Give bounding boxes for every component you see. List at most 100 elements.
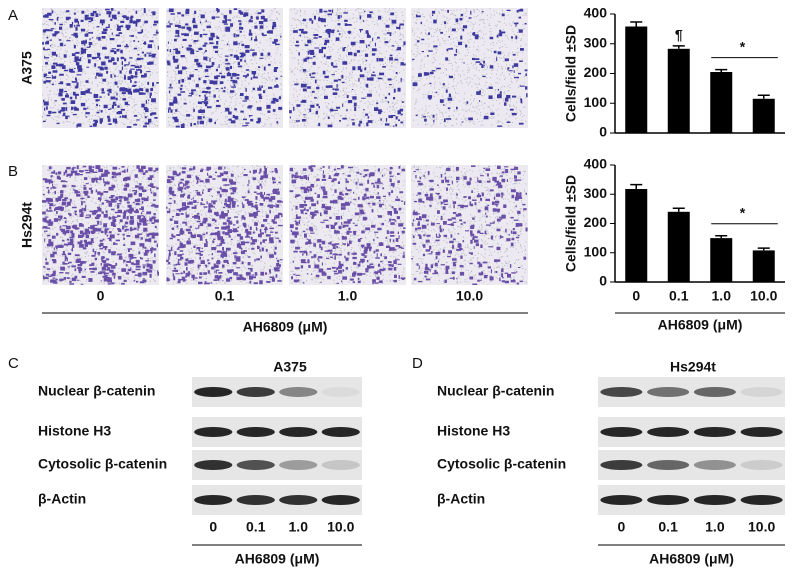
band [647, 427, 690, 437]
bar [667, 48, 690, 134]
band [740, 460, 783, 470]
x-tick-label: 1.0 [705, 519, 725, 535]
annotation: * [740, 38, 746, 54]
band [693, 495, 736, 505]
bar [625, 188, 648, 282]
error-bar [757, 247, 770, 251]
cells [412, 8, 528, 127]
band [600, 427, 643, 437]
y-axis-label: Cells/field ±SD [563, 25, 579, 122]
cells [411, 165, 528, 285]
band [194, 427, 233, 437]
x-tick-label: 10.0 [327, 519, 354, 535]
pores [289, 165, 405, 284]
band [321, 495, 360, 505]
error-bar [630, 183, 643, 189]
panel-label: D [412, 355, 423, 372]
y-tick-label: 200 [584, 64, 608, 80]
band [693, 387, 736, 397]
pores [42, 8, 158, 127]
band [321, 387, 360, 397]
x-axis-label: AH6809 (μM) [235, 551, 320, 567]
row-label: Cytosolic β-catenin [38, 456, 167, 472]
y-tick-label: 100 [584, 243, 608, 259]
x-axis-label: AH6809 (μM) [243, 319, 328, 335]
band [740, 495, 783, 505]
error-bar [672, 45, 685, 49]
band [740, 387, 783, 397]
row-label: Hs294t [19, 202, 35, 248]
bar [752, 98, 775, 133]
band [600, 495, 643, 505]
annotation: ¶ [675, 27, 683, 43]
cells [289, 165, 406, 285]
row-label: β-Actin [38, 491, 86, 507]
blot-title: Hs294t [670, 359, 716, 375]
panel-label: C [8, 355, 19, 372]
x-tick-label: 0 [209, 519, 217, 535]
row-label: Histone H3 [38, 423, 111, 439]
row-label: Nuclear β-catenin [38, 383, 155, 399]
error-bar [715, 235, 728, 239]
band [600, 460, 643, 470]
x-tick-label: 1.0 [338, 288, 358, 304]
band [194, 387, 233, 397]
y-axis-label: Cells/field ±SD [563, 175, 579, 272]
band [647, 460, 690, 470]
band [236, 495, 275, 505]
band [236, 427, 275, 437]
x-tick-label: 0 [97, 288, 105, 304]
x-tick-label: 10.0 [750, 288, 777, 304]
band [194, 460, 233, 470]
cells [166, 165, 283, 285]
annotation: * [740, 204, 746, 220]
x-tick-label: 10.0 [748, 519, 775, 535]
x-tick-label: 0 [632, 288, 640, 304]
row-label: A375 [19, 51, 35, 85]
y-tick-label: 300 [584, 34, 608, 50]
band [194, 495, 233, 505]
cells [42, 8, 159, 128]
band [647, 495, 690, 505]
pores [166, 8, 282, 127]
band [693, 427, 736, 437]
y-tick-label: 400 [584, 156, 608, 172]
blot-title: A375 [273, 359, 307, 375]
panel-label: B [8, 163, 18, 180]
error-bar [672, 207, 685, 212]
cells [289, 8, 406, 128]
band [236, 387, 275, 397]
band [647, 387, 690, 397]
row-label: Cytosolic β-catenin [437, 456, 566, 472]
pores [289, 8, 405, 127]
x-axis-label: AH6809 (μM) [649, 551, 734, 567]
x-tick-label: 1.0 [712, 288, 732, 304]
bar [710, 72, 733, 133]
bar [710, 238, 733, 282]
error-bar [715, 68, 728, 73]
band [236, 460, 275, 470]
band [279, 495, 318, 505]
y-tick-label: 0 [599, 273, 607, 289]
x-tick-label: 10.0 [456, 288, 483, 304]
x-tick-label: 0.1 [215, 288, 235, 304]
x-axis-label: AH6809 (μM) [658, 317, 743, 333]
row-label: β-Actin [437, 491, 485, 507]
y-tick-label: 0 [599, 124, 607, 140]
band [321, 427, 360, 437]
bar [625, 26, 648, 133]
bar [752, 250, 775, 282]
bar [667, 211, 690, 282]
band [279, 387, 318, 397]
row-label: Nuclear β-catenin [437, 383, 554, 399]
y-tick-label: 100 [584, 94, 608, 110]
panel-label: A [8, 7, 18, 24]
band [600, 387, 643, 397]
band [740, 427, 783, 437]
cells [42, 165, 159, 285]
error-bar [757, 94, 770, 99]
error-bar [630, 21, 643, 27]
band [279, 427, 318, 437]
band [693, 460, 736, 470]
